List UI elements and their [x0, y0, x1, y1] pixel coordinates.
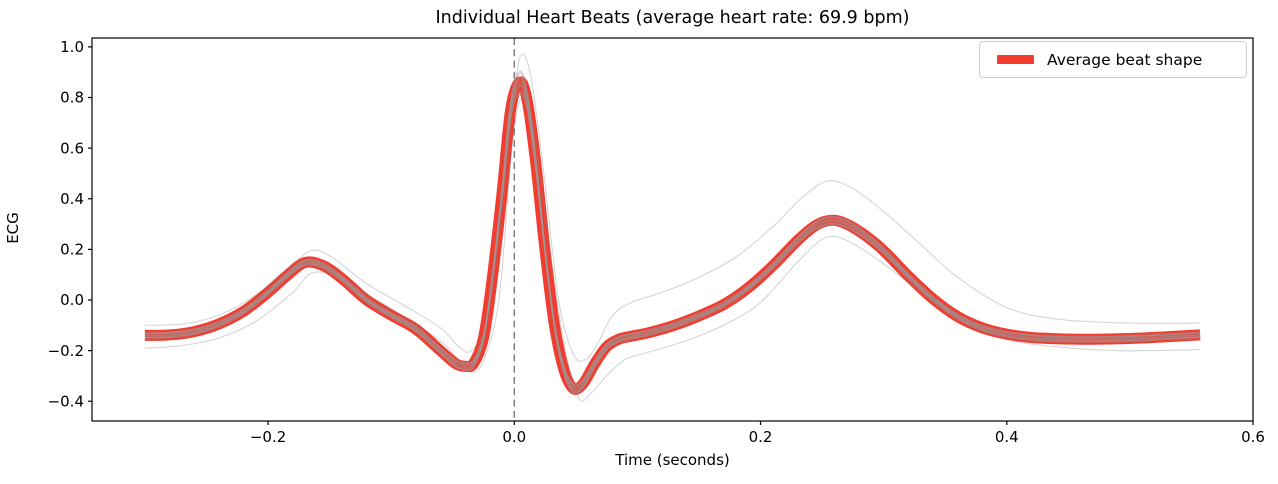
y-tick-label: 0.4: [60, 190, 84, 208]
individual-beat-line: [144, 90, 1201, 389]
x-tick-label: 0.2: [749, 428, 773, 446]
plot-border: [91, 37, 1254, 422]
individual-beat-line: [144, 90, 1201, 386]
y-tick-label: 0.0: [60, 291, 84, 309]
average-beat-legend-swatch: [997, 55, 1034, 64]
individual-beat-line: [144, 82, 1201, 387]
legend-label: Average beat shape: [1047, 50, 1203, 69]
individual-beat-line: [144, 71, 1201, 395]
individual-beat-line: [144, 85, 1201, 387]
x-tick-label: 0.0: [502, 428, 526, 446]
individual-beat-line: [144, 77, 1201, 390]
individual-beat-line: [144, 95, 1201, 402]
individual-beat-line: [144, 76, 1201, 394]
individual-beat-line: [144, 92, 1201, 386]
legend: Average beat shape: [979, 41, 1247, 78]
individual-beat-line: [144, 79, 1201, 395]
y-axis-label: ECG: [4, 212, 22, 244]
individual-beat-line: [144, 85, 1201, 393]
y-tick-label: 0.8: [60, 89, 84, 107]
x-tick-label: −0.2: [250, 428, 286, 446]
y-tick-label: −0.2: [48, 342, 84, 360]
x-tick-label: 0.6: [1241, 428, 1265, 446]
individual-beat-line: [144, 81, 1201, 391]
individual-beat-line: [144, 70, 1201, 395]
individual-beat-line: [144, 53, 1201, 362]
chart-title: Individual Heart Beats (average heart ra…: [435, 8, 910, 28]
individual-beat-line: [144, 85, 1201, 392]
x-tick-label: 0.4: [995, 428, 1019, 446]
individual-beat-line: [144, 72, 1201, 393]
individual-beat-line: [144, 77, 1201, 388]
average-beat-line: [144, 76, 1201, 395]
x-axis-label: Time (seconds): [615, 451, 730, 469]
y-tick-label: 0.6: [60, 139, 84, 157]
y-tick-label: −0.4: [48, 392, 84, 410]
y-tick-label: 1.0: [60, 38, 84, 56]
y-tick-label: 0.2: [60, 241, 84, 259]
